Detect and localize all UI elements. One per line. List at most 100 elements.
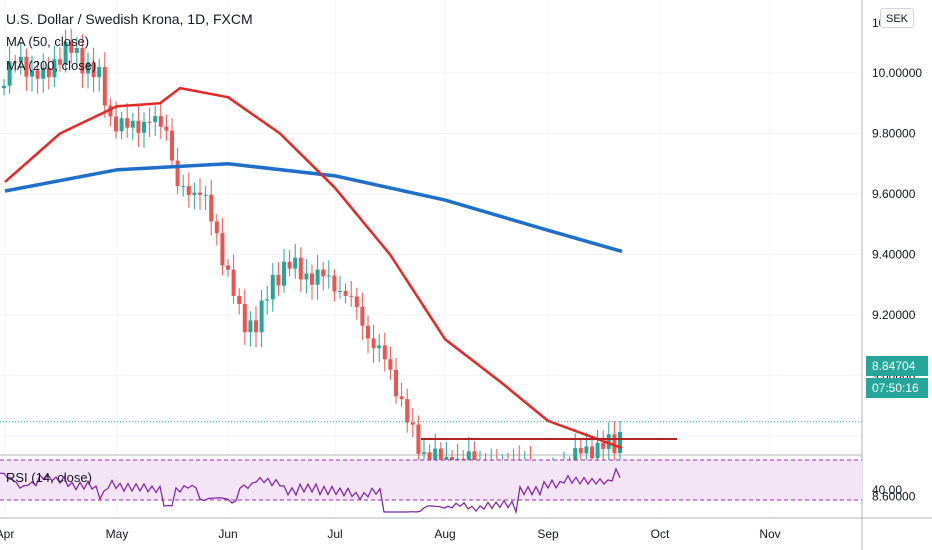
ma50-line (4, 86, 623, 450)
time-tick-label: Jul (327, 527, 342, 541)
candle-body (366, 325, 370, 339)
candle-body (46, 67, 51, 78)
candle-body (63, 41, 68, 65)
price-tick-label: 8.60000 (872, 490, 916, 504)
candle-body (282, 261, 286, 286)
candle-body (399, 396, 404, 400)
candle-body (343, 290, 348, 296)
candle-body (354, 296, 359, 307)
candle-body (394, 369, 398, 397)
candle-body (270, 274, 275, 300)
candle-body (2, 85, 6, 89)
candle-body (175, 160, 180, 187)
candle-body (209, 194, 214, 222)
candle-body (371, 338, 376, 349)
candle-body (618, 431, 622, 454)
candle-body (13, 61, 18, 63)
candle-body (422, 452, 426, 454)
candle-body (377, 345, 382, 349)
candle-body (388, 359, 393, 370)
candle-body (69, 41, 74, 53)
candle-body (304, 273, 309, 280)
candle-body (231, 269, 236, 296)
candle-body (433, 448, 438, 468)
candle-body (7, 61, 12, 86)
candle-body (41, 67, 46, 79)
candle-body (416, 424, 421, 454)
candle-body (349, 295, 354, 297)
candle-body (35, 70, 40, 79)
candle-body (86, 62, 90, 74)
candle-body (186, 186, 191, 196)
candle-body (119, 118, 124, 132)
time-tick-label: Aug (434, 527, 455, 541)
candle-body (382, 345, 387, 360)
candle-body (237, 295, 242, 304)
candle-body (259, 300, 264, 333)
ma50-legend: MA (50, close) (6, 34, 90, 49)
candle-body (58, 59, 62, 65)
price-tick-label: 9.80000 (872, 127, 916, 141)
candle-body (338, 290, 342, 292)
candle-body (326, 275, 331, 277)
currency-button[interactable]: SEK (880, 8, 914, 28)
candle-body (410, 422, 415, 425)
candle-body (606, 434, 611, 449)
rsi-band (0, 460, 862, 500)
price-tick-label: 10.00000 (872, 66, 922, 80)
candle-body (181, 186, 186, 188)
candle-body (601, 442, 606, 449)
candle-body (438, 448, 443, 465)
candle-body (276, 274, 281, 286)
ma200-legend: MA (200, close) (6, 58, 97, 73)
rsi-line (0, 467, 621, 515)
candle-body (298, 257, 303, 280)
candle-body (164, 126, 169, 131)
candle-body (265, 299, 270, 301)
candle-body (147, 121, 152, 123)
candle-body (136, 120, 141, 133)
candle-body (612, 434, 617, 454)
ma200-line (4, 162, 623, 254)
candle-body (214, 221, 219, 234)
candle-body (248, 320, 253, 333)
candle-body (130, 120, 135, 128)
countdown-badge: 07:50:16 (866, 378, 928, 398)
candle-body (30, 70, 34, 77)
candle-body (578, 448, 583, 454)
candle-body (18, 56, 23, 63)
rsi-legend: RSI (14, close) (6, 470, 92, 485)
last-price-badge: 8.84704 (866, 356, 928, 376)
candle-body (584, 446, 589, 454)
price-tick-label: 9.60000 (872, 187, 916, 201)
candle-body (293, 257, 298, 269)
candle-body (158, 116, 163, 127)
candle-body (220, 233, 225, 266)
candle-body (360, 306, 365, 326)
candle-body (595, 442, 600, 459)
candle-body (310, 273, 314, 285)
candle-body (321, 269, 326, 277)
candle-body (24, 56, 29, 77)
candle-body (590, 446, 594, 459)
candle-body (52, 59, 57, 78)
candle-body (80, 48, 85, 74)
candle-body (226, 265, 230, 270)
candle-body (153, 116, 158, 123)
candle-body (254, 320, 258, 333)
candle-body (192, 192, 197, 196)
price-tick-label: 9.20000 (872, 308, 916, 322)
candle-body (315, 269, 320, 285)
time-tick-label: Nov (759, 527, 780, 541)
candle-body (142, 121, 146, 133)
candle-body (102, 67, 107, 106)
candle-body (114, 116, 118, 132)
candle-body (91, 62, 96, 78)
candle-body (573, 448, 578, 465)
candle-body (170, 130, 174, 161)
chart-title: U.S. Dollar / Swedish Krona, 1D, FXCM (6, 11, 253, 27)
candle-body (332, 275, 337, 292)
candle-body (198, 192, 202, 195)
time-tick-label: Jun (218, 527, 237, 541)
